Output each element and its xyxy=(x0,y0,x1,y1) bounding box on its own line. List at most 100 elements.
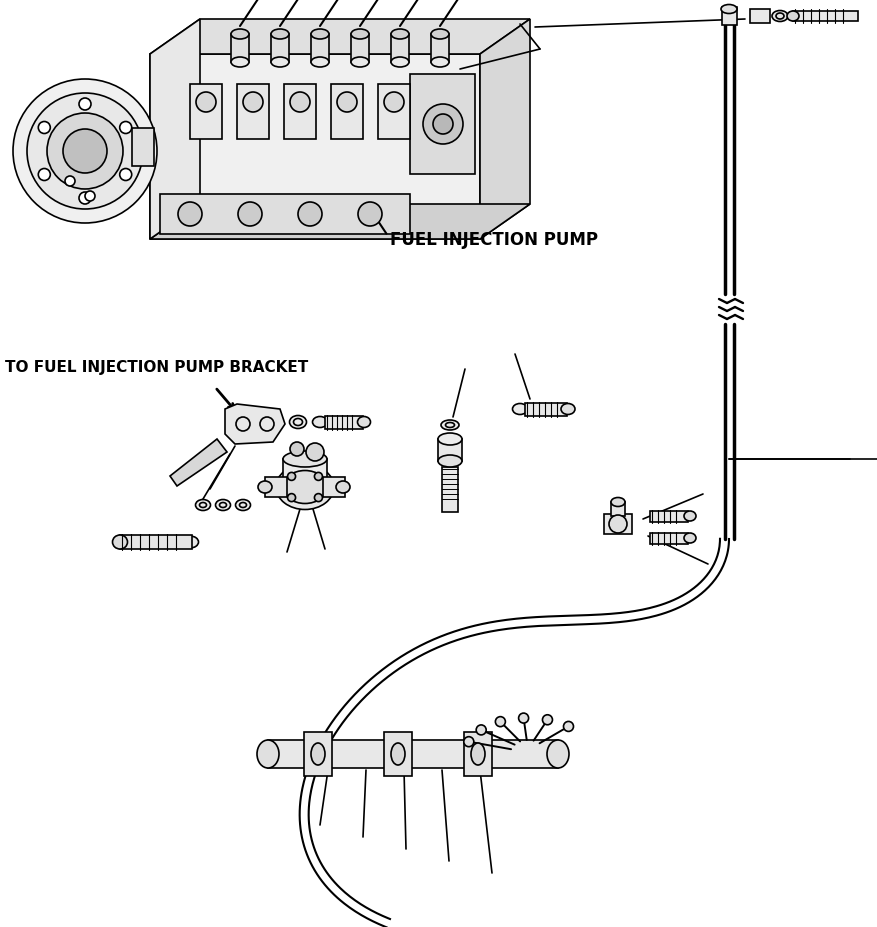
Ellipse shape xyxy=(336,481,350,493)
Circle shape xyxy=(47,114,123,190)
Ellipse shape xyxy=(258,481,272,493)
Ellipse shape xyxy=(257,740,279,768)
Circle shape xyxy=(39,170,50,182)
Circle shape xyxy=(119,122,132,134)
Polygon shape xyxy=(438,439,461,462)
Bar xyxy=(120,536,192,550)
Ellipse shape xyxy=(310,57,329,68)
Bar xyxy=(649,533,688,544)
Circle shape xyxy=(563,721,573,731)
Circle shape xyxy=(495,717,505,727)
Bar xyxy=(410,75,474,175)
Circle shape xyxy=(542,715,552,725)
Ellipse shape xyxy=(351,57,368,68)
Bar xyxy=(303,732,332,776)
Circle shape xyxy=(297,203,322,227)
Polygon shape xyxy=(170,439,227,487)
Circle shape xyxy=(423,105,462,145)
Ellipse shape xyxy=(312,417,327,428)
Bar xyxy=(351,35,368,63)
Ellipse shape xyxy=(390,57,409,68)
Ellipse shape xyxy=(271,57,289,68)
Circle shape xyxy=(358,203,381,227)
Ellipse shape xyxy=(310,30,329,40)
Bar xyxy=(267,740,558,768)
Ellipse shape xyxy=(235,500,250,511)
Circle shape xyxy=(27,94,143,210)
Circle shape xyxy=(337,93,357,113)
Circle shape xyxy=(79,99,91,111)
Ellipse shape xyxy=(112,536,127,550)
Ellipse shape xyxy=(786,12,798,22)
Circle shape xyxy=(432,115,453,134)
Ellipse shape xyxy=(440,421,459,430)
Circle shape xyxy=(13,80,157,223)
Ellipse shape xyxy=(215,500,231,511)
Ellipse shape xyxy=(196,500,210,511)
Bar xyxy=(265,477,287,498)
Bar xyxy=(610,502,624,516)
Ellipse shape xyxy=(282,451,326,467)
Circle shape xyxy=(119,170,132,182)
Ellipse shape xyxy=(683,512,695,521)
Ellipse shape xyxy=(546,740,568,768)
Circle shape xyxy=(65,177,75,187)
Ellipse shape xyxy=(720,6,736,15)
Ellipse shape xyxy=(438,455,461,467)
Bar xyxy=(323,477,345,498)
Polygon shape xyxy=(225,404,285,445)
Bar xyxy=(749,10,769,24)
Ellipse shape xyxy=(310,743,324,765)
Ellipse shape xyxy=(390,30,409,40)
Circle shape xyxy=(609,515,626,533)
Circle shape xyxy=(314,473,322,481)
Bar xyxy=(441,467,458,513)
Circle shape xyxy=(306,443,324,462)
Bar xyxy=(310,35,329,63)
Circle shape xyxy=(314,494,322,502)
Circle shape xyxy=(288,473,296,481)
Ellipse shape xyxy=(182,537,198,549)
Circle shape xyxy=(79,193,91,205)
Bar xyxy=(721,8,736,26)
Bar xyxy=(160,195,410,235)
Bar xyxy=(383,732,411,776)
Ellipse shape xyxy=(390,743,404,765)
Ellipse shape xyxy=(438,434,461,446)
Ellipse shape xyxy=(431,57,448,68)
Ellipse shape xyxy=(357,417,370,428)
Circle shape xyxy=(475,725,486,735)
Text: TO FUEL INJECTION PUMP BRACKET: TO FUEL INJECTION PUMP BRACKET xyxy=(5,360,308,375)
Ellipse shape xyxy=(512,404,527,415)
Bar xyxy=(431,35,448,63)
Ellipse shape xyxy=(351,30,368,40)
Polygon shape xyxy=(150,55,480,240)
Bar xyxy=(132,129,153,167)
Circle shape xyxy=(288,494,296,502)
Bar xyxy=(378,85,410,140)
Bar xyxy=(237,85,268,140)
Circle shape xyxy=(39,122,50,134)
Ellipse shape xyxy=(431,30,448,40)
Ellipse shape xyxy=(683,533,695,543)
Circle shape xyxy=(238,203,261,227)
Polygon shape xyxy=(150,205,530,240)
Ellipse shape xyxy=(231,30,249,40)
Bar xyxy=(390,35,409,63)
Text: FUEL INJECTION PUMP: FUEL INJECTION PUMP xyxy=(389,231,597,248)
Ellipse shape xyxy=(610,498,624,507)
Ellipse shape xyxy=(282,471,326,504)
Bar xyxy=(271,35,289,63)
Circle shape xyxy=(63,130,107,174)
Bar xyxy=(649,512,688,523)
Bar xyxy=(524,403,567,416)
Ellipse shape xyxy=(771,11,787,22)
Bar xyxy=(792,12,857,22)
Circle shape xyxy=(463,737,474,747)
Circle shape xyxy=(289,93,310,113)
Bar xyxy=(463,732,491,776)
Bar xyxy=(331,85,362,140)
Bar xyxy=(283,85,316,140)
Circle shape xyxy=(518,713,528,723)
Bar xyxy=(324,416,362,429)
